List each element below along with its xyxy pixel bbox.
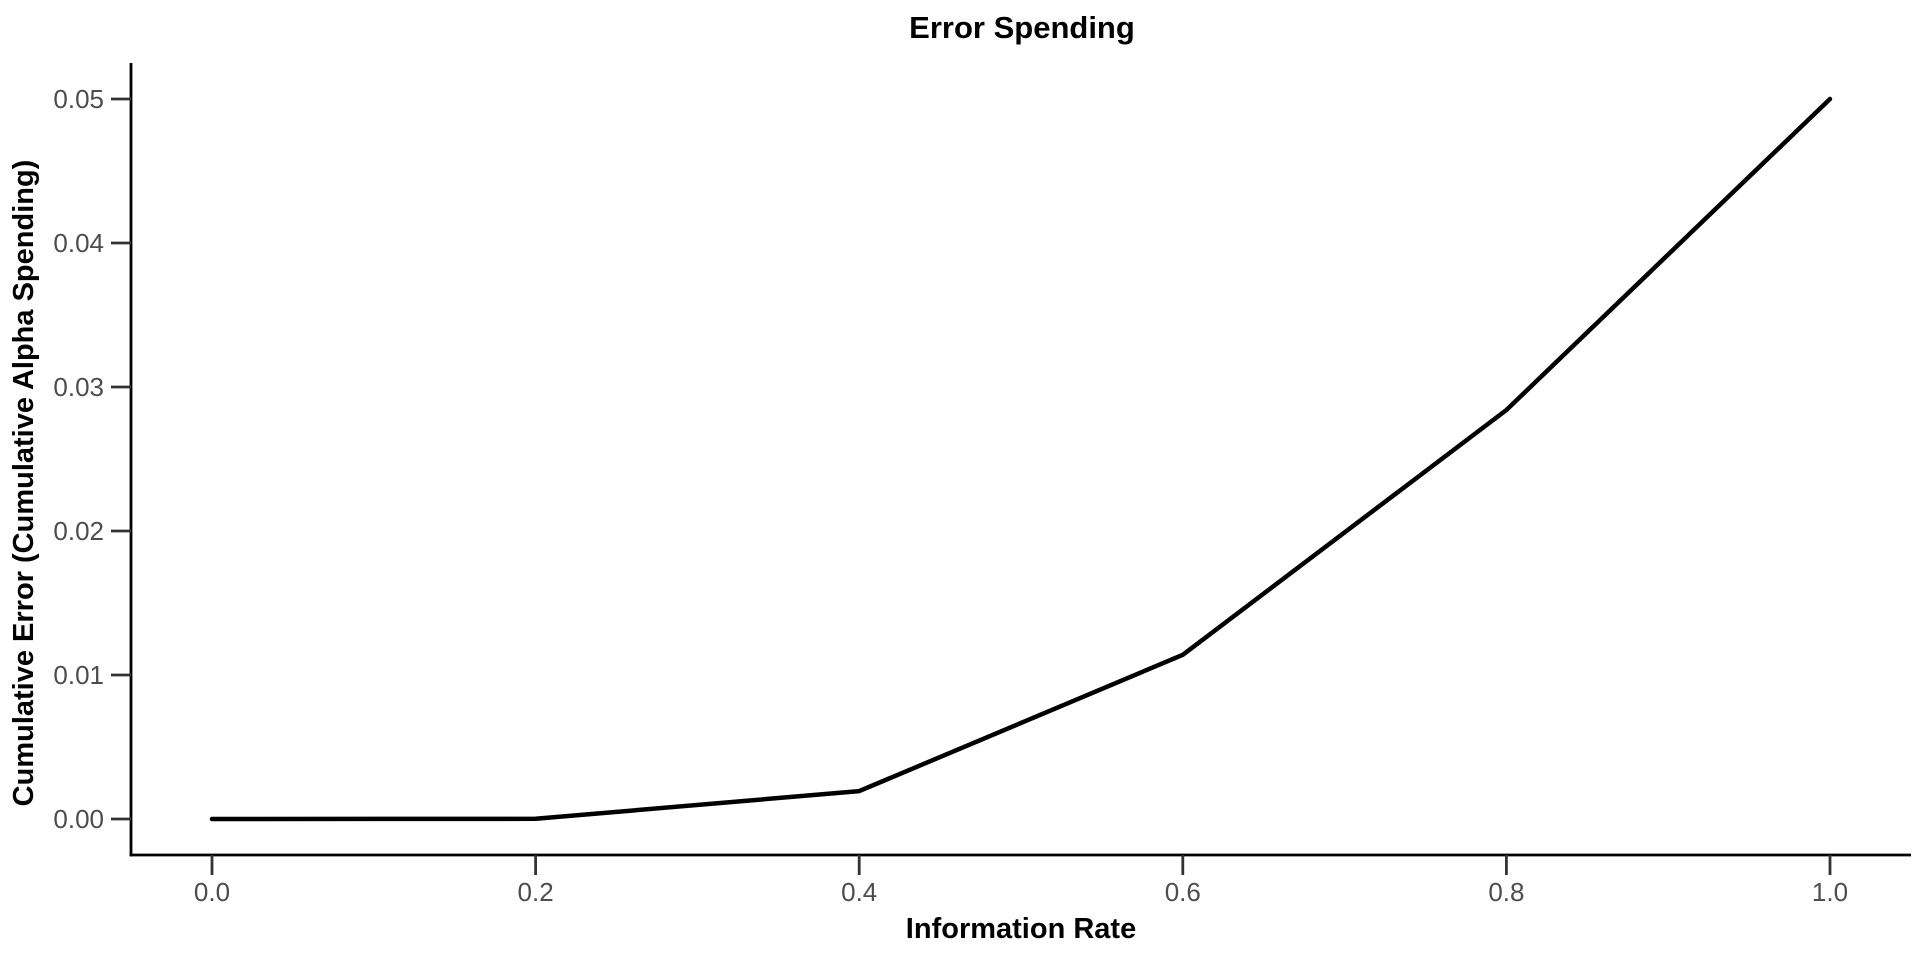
y-tick-label: 0.05 <box>53 84 104 114</box>
y-axis-title: Cumulative Error (Cumulative Alpha Spend… <box>8 160 40 807</box>
y-axis-ticks: 0.00 0.01 0.02 0.03 0.04 0.05 <box>53 84 131 834</box>
y-tick-label: 0.00 <box>53 804 104 834</box>
y-tick-label: 0.03 <box>53 372 104 402</box>
x-tick-label: 0.0 <box>194 877 230 907</box>
alpha-spending-line <box>209 96 1833 822</box>
chart-title: Error Spending <box>909 10 1135 45</box>
x-tick-label: 1.0 <box>1812 877 1848 907</box>
y-tick-label: 0.02 <box>53 516 104 546</box>
x-tick-label: 0.2 <box>518 877 554 907</box>
y-tick-label: 0.01 <box>53 660 104 690</box>
x-axis-ticks: 0.0 0.2 0.4 0.6 0.8 1.0 <box>194 855 1848 907</box>
y-tick-label: 0.04 <box>53 228 104 258</box>
x-tick-label: 0.8 <box>1488 877 1524 907</box>
x-tick-label: 0.4 <box>841 877 877 907</box>
x-axis-title: Information Rate <box>906 913 1136 945</box>
x-tick-label: 0.6 <box>1165 877 1201 907</box>
